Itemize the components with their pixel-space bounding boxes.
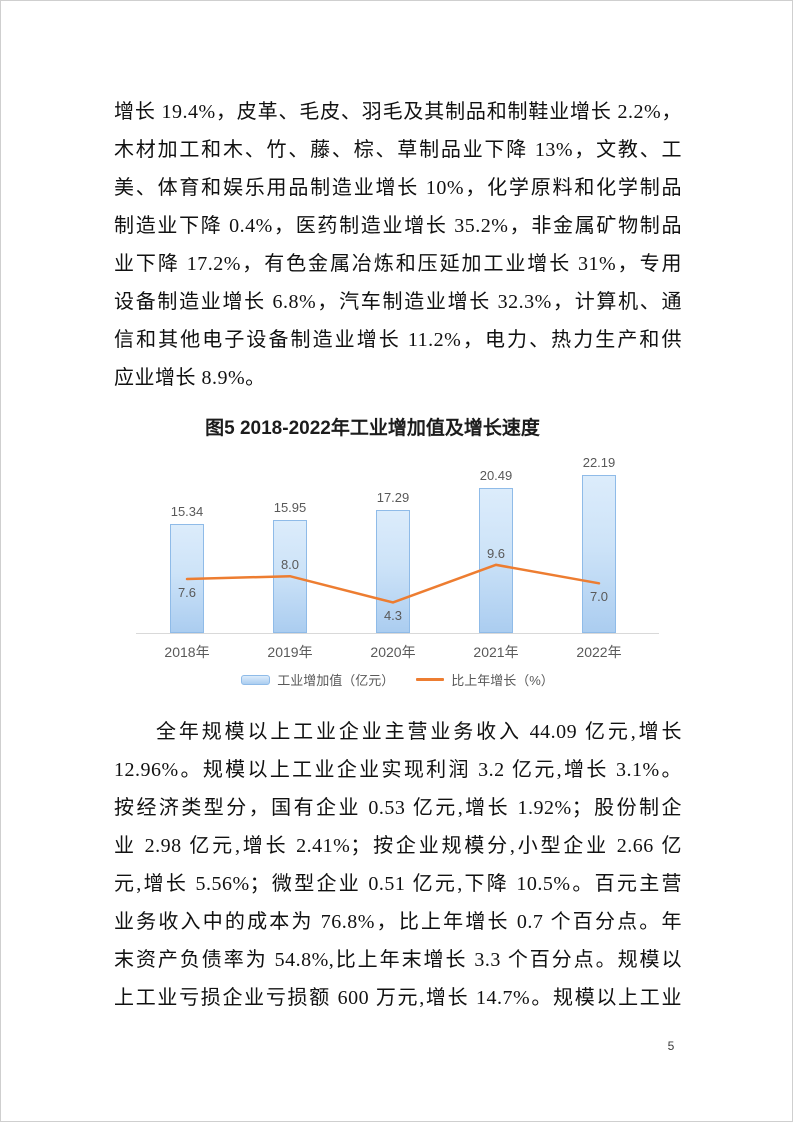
paragraph-line: 设备制造业增长 6.8%，汽车制造业增长 32.3%，计算机、通 — [114, 291, 682, 313]
paragraph-line: 业下降 17.2%，有色金属冶炼和压延加工业增长 31%，专用 — [114, 253, 682, 275]
paragraph-line: 木材加工和木、竹、藤、棕、草制品业下降 13%，文教、工 — [114, 139, 682, 161]
x-axis-line — [136, 633, 659, 634]
bar-value-label: 15.95 — [273, 499, 307, 515]
paragraph-line: 全年规模以上工业企业主营业务收入 44.09 亿元,增长 — [156, 721, 682, 743]
bar-value-label: 15.34 — [170, 504, 204, 520]
paragraph-line: 按经济类型分，国有企业 0.53 亿元,增长 1.92%；股份制企 — [114, 797, 682, 819]
bar-2022年 — [582, 475, 616, 633]
line-value-label: 7.6 — [177, 585, 197, 601]
legend-item-line-series: 比上年增长（%） — [416, 670, 554, 689]
growth-line — [185, 563, 601, 604]
bar-value-label: 17.29 — [376, 490, 410, 506]
x-axis-label: 2019年 — [267, 644, 313, 660]
paragraph-line: 美、体育和娱乐用品制造业增长 10%，化学原料和化学制品 — [114, 177, 682, 199]
paragraph-line: 信和其他电子设备制造业增长 11.2%，电力、热力生产和供 — [114, 329, 682, 351]
paragraph-line: 上工业亏损企业亏损额 600 万元,增长 14.7%。规模以上工业 — [114, 987, 682, 1009]
paragraph-line: 制造业下降 0.4%，医药制造业增长 35.2%，非金属矿物制品 — [114, 215, 682, 237]
bar-2021年 — [479, 487, 513, 633]
line-value-label: 4.3 — [383, 608, 403, 624]
chart-legend: 工业增加值（亿元） 比上年增长（%） — [1, 670, 792, 689]
line-value-label: 8.0 — [280, 557, 300, 573]
paragraph-line: 业 2.98 亿元,增长 2.41%；按企业规模分,小型企业 2.66 亿 — [114, 835, 682, 857]
body-paragraph-1: 增长 19.4%，皮革、毛皮、羽毛及其制品和制鞋业增长 2.2%， 木材加工和木… — [114, 93, 682, 397]
bar-value-label: 22.19 — [582, 455, 616, 471]
legend-label: 比上年增长（%） — [451, 673, 554, 688]
body-paragraph-2: 全年规模以上工业企业主营业务收入 44.09 亿元,增长 12.96%。规模以上… — [114, 713, 682, 1017]
paragraph-line: 业务收入中的成本为 76.8%，比上年增长 0.7 个百分点。年 — [114, 911, 682, 933]
chart: 15.34 15.95 17.29 20.49 22.19 2018年 2019年 2020年… — [1, 451, 792, 696]
x-axis-label: 2018年 — [164, 644, 210, 660]
legend-label: 工业增加值（亿元） — [277, 673, 395, 688]
paragraph-line: 12.96%。规模以上工业企业实现利润 3.2 亿元,增长 3.1%。 — [114, 759, 682, 781]
bar-2020年 — [376, 510, 410, 633]
paragraph-line: 元,增长 5.56%；微型企业 0.51 亿元,下降 10.5%。百元主营 — [114, 873, 682, 895]
paragraph-line: 增长 19.4%，皮革、毛皮、羽毛及其制品和制鞋业增长 2.2%， — [114, 101, 682, 123]
x-axis-label: 2022年 — [576, 644, 622, 660]
bar-series-swatch-icon — [241, 674, 271, 685]
line-value-label: 9.6 — [486, 545, 506, 561]
page-number: 5 — [667, 1039, 675, 1053]
line-value-label: 7.0 — [589, 589, 609, 605]
bar-value-label: 20.49 — [479, 467, 513, 483]
legend-item-bar-series: 工业增加值（亿元） — [241, 670, 394, 689]
x-axis-label: 2021年 — [473, 644, 519, 660]
figure-title: 图5 2018-2022年工业增加值及增长速度 — [205, 418, 540, 439]
line-series-swatch-icon — [416, 678, 445, 681]
x-axis-label: 2020年 — [370, 644, 416, 660]
paragraph-line: 末资产负债率为 54.8%,比上年末增长 3.3 个百分点。规模以 — [114, 949, 682, 971]
paragraph-line: 应业增长 8.9%。 — [114, 367, 266, 389]
